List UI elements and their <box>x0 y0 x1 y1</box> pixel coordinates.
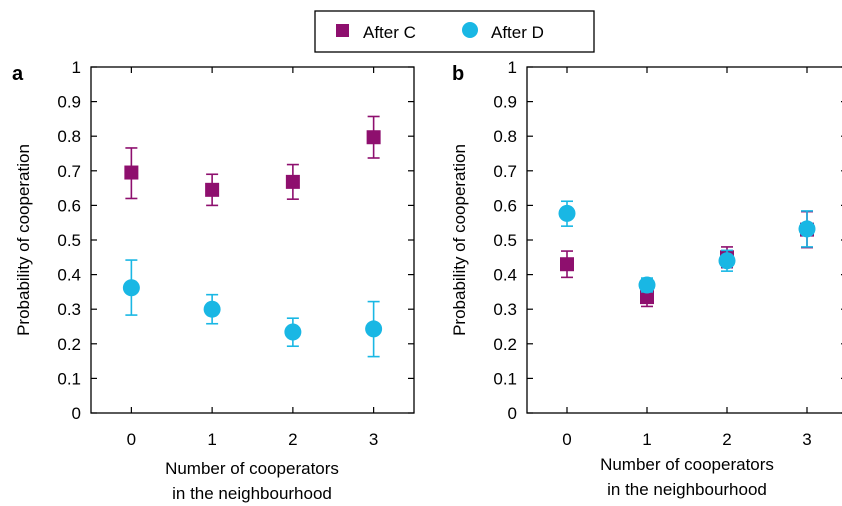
panel-b-y-tick-label: 0.2 <box>493 335 517 354</box>
panel-b-y-tick-label: 0.8 <box>493 127 517 146</box>
panel-b-y-tick-label: 0.1 <box>493 369 517 388</box>
panel-b-y-ticks: 0 0.1 0.2 0.3 0.4 0.5 0.6 0.7 0.8 0.9 1 <box>493 58 842 423</box>
panel-a-y-tick-label: 0 <box>72 404 81 423</box>
panel-a-y-ticks: 0 0.1 0.2 0.3 0.4 0.5 0.6 0.7 0.8 0.9 1 <box>57 58 414 423</box>
legend-box <box>314 10 595 53</box>
panel-b-plot-frame <box>526 66 842 414</box>
panel-a-point-after-d <box>203 300 221 318</box>
panel-a-y-tick-label: 0.2 <box>57 335 81 354</box>
panel-b-y-tick-label: 0 <box>508 404 517 423</box>
panel-b-point-after-d <box>638 276 656 294</box>
panel-a-x-tick-label: 3 <box>369 430 378 449</box>
panel-a-x-tick-label: 0 <box>127 430 136 449</box>
panel-b-x-axis-label-line-2: in the neighbourhood <box>607 480 767 499</box>
panel-b-y-tick-label: 0.5 <box>493 231 517 250</box>
legend: After C After D <box>314 10 595 53</box>
panel-b-letter: b <box>452 63 464 85</box>
panel-a-point-after-c <box>285 174 300 189</box>
panel-b-x-tick-label: 3 <box>802 430 811 449</box>
panel-a-x-ticks: 0 1 2 3 <box>127 67 378 449</box>
panel-b: b 0 0.1 0.2 0.3 0.4 0.5 0.6 0.7 0.8 0.9 1 0 1 2 3 Pro… <box>450 58 842 499</box>
panel-b-y-tick-label: 0.4 <box>493 266 517 285</box>
panel-a-x-tick-label: 1 <box>207 430 216 449</box>
panel-b-y-axis-label: Probability of cooperation <box>450 144 469 336</box>
panel-b-point-after-d <box>558 204 576 222</box>
panel-a-x-tick-label: 2 <box>288 430 297 449</box>
panel-b-marks <box>558 200 816 308</box>
panel-a-point-after-c <box>366 130 381 145</box>
panel-a-marks <box>122 115 383 358</box>
panel-a-y-tick-label: 0.5 <box>57 231 81 250</box>
panel-a-point-after-c <box>124 165 139 180</box>
panel-b-point-after-c <box>640 290 654 305</box>
legend-label-after-c: After C <box>363 23 416 42</box>
panel-a-y-tick-label: 0.8 <box>57 127 81 146</box>
panel-b-x-ticks: 0 1 2 3 <box>562 67 812 449</box>
panel-a-y-tick-label: 0.1 <box>57 369 81 388</box>
legend-marker-after-c <box>336 24 349 37</box>
panel-a-y-tick-label: 0.3 <box>57 300 81 319</box>
panel-a-point-after-d <box>284 323 302 341</box>
panel-a-y-axis-label: Probability of cooperation <box>14 144 33 336</box>
panel-b-point-after-d <box>718 252 736 270</box>
panel-a-letter: a <box>12 63 24 85</box>
panel-b-point-after-d <box>798 220 816 238</box>
panel-b-y-tick-label: 0.9 <box>493 93 517 112</box>
panel-a-y-tick-label: 0.4 <box>57 266 81 285</box>
panel-b-x-tick-label: 1 <box>642 430 651 449</box>
panel-a-y-tick-label: 0.6 <box>57 196 81 215</box>
panel-a-plot-frame <box>90 66 415 414</box>
panel-b-x-tick-label: 2 <box>722 430 731 449</box>
panel-a-y-tick-label: 0.9 <box>57 93 81 112</box>
panel-a-x-axis-label-line-1: Number of cooperators <box>165 459 339 478</box>
panel-a-point-after-d <box>122 279 140 297</box>
panel-b-point-after-c <box>560 257 574 272</box>
panel-b-y-tick-label: 1 <box>508 58 517 77</box>
panel-b-x-tick-label: 0 <box>562 430 571 449</box>
panel-a-point-after-d <box>365 320 383 338</box>
legend-marker-after-d <box>462 22 478 38</box>
legend-label-after-d: After D <box>491 23 544 42</box>
panel-a-point-after-c <box>205 182 220 197</box>
panel-a-y-tick-label: 0.7 <box>57 162 81 181</box>
panel-b-y-tick-label: 0.7 <box>493 162 517 181</box>
panel-b-y-tick-label: 0.3 <box>493 300 517 319</box>
panel-b-y-tick-label: 0.6 <box>493 196 517 215</box>
panel-b-x-axis-label-line-1: Number of cooperators <box>600 455 774 474</box>
panel-a-x-axis-label-line-2: in the neighbourhood <box>172 484 332 503</box>
panel-a: a 0 0.1 0.2 0.3 0.4 0.5 0.6 0.7 0.8 0.9 1 0 1 2 3 Pro… <box>12 58 415 503</box>
panel-a-y-tick-label: 1 <box>72 58 81 77</box>
